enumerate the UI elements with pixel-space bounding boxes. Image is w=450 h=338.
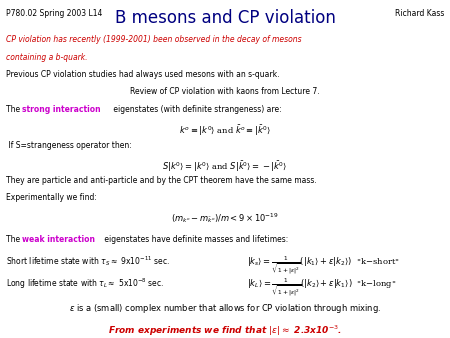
Text: $|k_s\rangle = \frac{1}{\sqrt{1+|\varepsilon|^2}}(|k_1\rangle + \varepsilon|k_2\: $|k_s\rangle = \frac{1}{\sqrt{1+|\vareps… xyxy=(248,254,400,276)
Text: They are particle and anti-particle and by the CPT theorem have the same mass.: They are particle and anti-particle and … xyxy=(6,176,317,185)
Text: Experimentally we find:: Experimentally we find: xyxy=(6,193,97,202)
Text: Short lifetime state with $\tau_S \approx$ 9x10$^{-11}$ sec.: Short lifetime state with $\tau_S \appro… xyxy=(6,254,170,268)
Text: The: The xyxy=(6,236,22,244)
Text: The: The xyxy=(6,105,22,114)
Text: P780.02 Spring 2003 L14: P780.02 Spring 2003 L14 xyxy=(6,9,102,18)
Text: weak interaction: weak interaction xyxy=(22,236,94,244)
Text: eigenstates have definite masses and lifetimes:: eigenstates have definite masses and lif… xyxy=(103,236,289,244)
Text: $|k_L\rangle = \frac{1}{\sqrt{1+|\varepsilon|^2}}(|k_2\rangle + \varepsilon|k_1\: $|k_L\rangle = \frac{1}{\sqrt{1+|\vareps… xyxy=(248,276,396,299)
Text: containing a b-quark.: containing a b-quark. xyxy=(6,53,87,62)
Text: Review of CP violation with kaons from Lecture 7.: Review of CP violation with kaons from L… xyxy=(130,87,320,96)
Text: B mesons and CP violation: B mesons and CP violation xyxy=(115,9,335,27)
Text: Previous CP violation studies had always used mesons with an s-quark.: Previous CP violation studies had always… xyxy=(6,70,279,79)
Text: If S=strangeness operator then:: If S=strangeness operator then: xyxy=(6,141,131,150)
Text: $k^o \equiv |k^0\rangle$ and $\bar{k}^o \equiv |\bar{k}^0\rangle$: $k^o \equiv |k^0\rangle$ and $\bar{k}^o … xyxy=(179,123,271,138)
Text: strong interaction: strong interaction xyxy=(22,105,100,114)
Text: CP violation has recently (1999-2001) been observed in the decay of mesons: CP violation has recently (1999-2001) be… xyxy=(6,34,302,44)
Text: eigenstates (with definite strangeness) are:: eigenstates (with definite strangeness) … xyxy=(111,105,282,114)
Text: $S|k^0\rangle = |k^0\rangle$ and $S|\bar{k}^0\rangle = -|\bar{k}^0\rangle$: $S|k^0\rangle = |k^0\rangle$ and $S|\bar… xyxy=(162,159,288,174)
Text: From experiments we find that $|\varepsilon| \approx$ 2.3x10$^{-3}$.: From experiments we find that $|\varepsi… xyxy=(108,323,342,338)
Text: $\varepsilon$ is a (small) complex number that allows for CP violation through m: $\varepsilon$ is a (small) complex numbe… xyxy=(69,302,381,315)
Text: Long lifetime state with $\tau_L \approx$ 5x10$^{-8}$ sec.: Long lifetime state with $\tau_L \approx… xyxy=(6,276,164,291)
Text: Richard Kass: Richard Kass xyxy=(395,9,444,18)
Text: $(m_{k^o} - m_{\bar{k}^o})/m < 9 \times 10^{-19}$: $(m_{k^o} - m_{\bar{k}^o})/m < 9 \times … xyxy=(171,211,279,225)
